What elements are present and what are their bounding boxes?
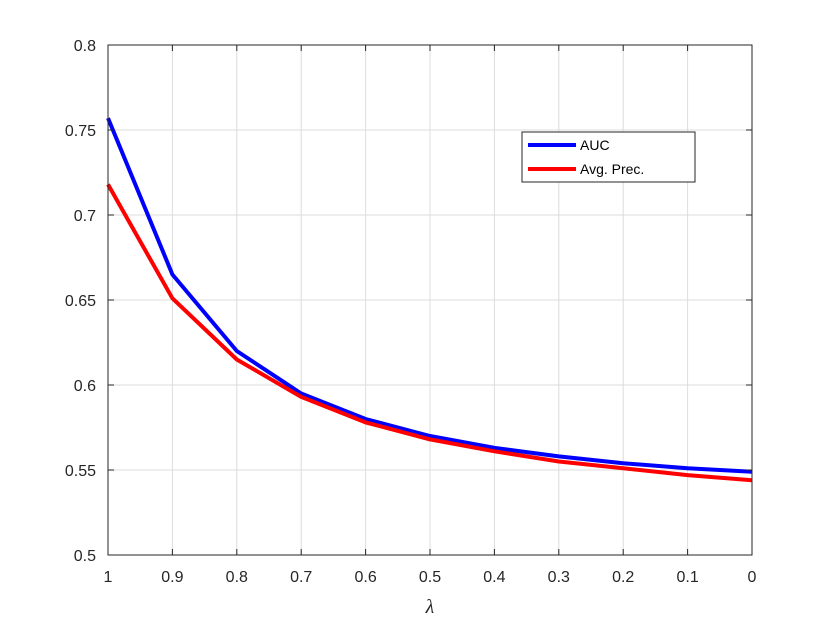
tick-labels: 1 0.9 0.8 0.7 0.6 0.5 0.4 0.3 0.2 0.1 0 0.5 0.55 0.6 0… <box>65 38 757 586</box>
y-tick-label: 0.5 <box>74 548 96 565</box>
y-tick-label: 0.55 <box>65 463 96 480</box>
x-axis-label: λ <box>425 596 435 618</box>
legend-label: Avg. Prec. <box>580 161 644 177</box>
x-tick-label: 0.4 <box>483 569 505 586</box>
x-tick-label: 0.9 <box>161 569 183 586</box>
x-tick-label: 0.7 <box>290 569 312 586</box>
x-tick-label: 0.8 <box>226 569 248 586</box>
x-tick-label: 0.3 <box>548 569 570 586</box>
y-tick-label: 0.6 <box>74 378 96 395</box>
x-tick-label: 0.6 <box>354 569 376 586</box>
x-tick-label: 0 <box>748 569 757 586</box>
y-tick-label: 0.7 <box>74 208 96 225</box>
x-tick-label: 0.5 <box>419 569 441 586</box>
x-tick-label: 0.2 <box>612 569 634 586</box>
grid <box>107 44 753 556</box>
x-tick-label: 0.1 <box>676 569 698 586</box>
x-tick-label: 1 <box>104 569 113 586</box>
legend-label: AUC <box>580 137 610 153</box>
series-line-avg-prec <box>106 183 753 483</box>
series-line-auc <box>106 117 753 474</box>
y-tick-label: 0.8 <box>74 38 96 55</box>
y-tick-label: 0.75 <box>65 123 96 140</box>
legend-box <box>521 131 696 183</box>
legend: AUC Avg. Prec. <box>521 131 696 183</box>
axes <box>107 44 753 556</box>
series-layer <box>106 117 753 483</box>
y-tick-label: 0.65 <box>65 293 96 310</box>
